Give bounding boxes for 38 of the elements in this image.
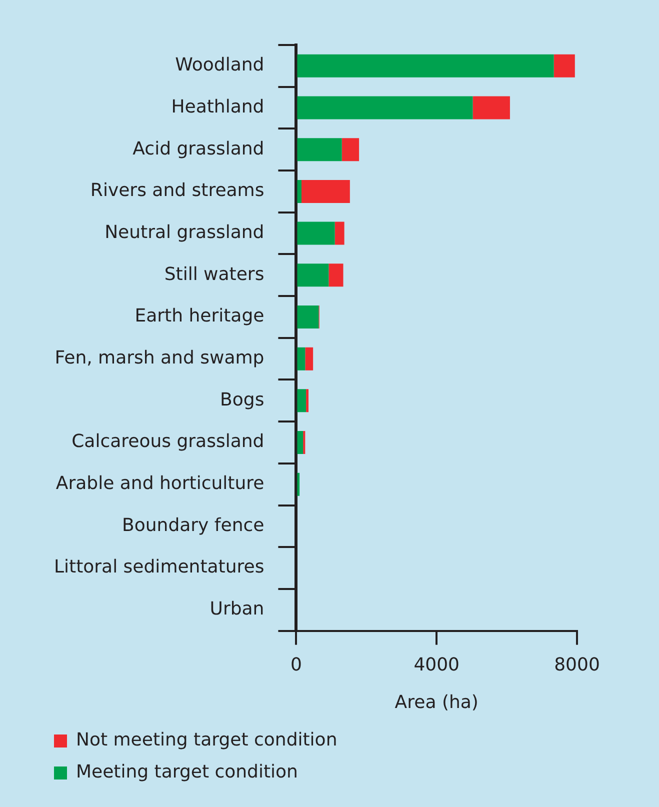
y-tick-label: Fen, marsh and swamp — [54, 347, 264, 368]
bar — [297, 389, 306, 412]
bar — [297, 347, 306, 370]
y-tick-label: Heathland — [171, 96, 264, 118]
y-tick-label: Rivers and streams — [90, 180, 264, 202]
bar — [554, 54, 575, 78]
bar — [297, 305, 319, 328]
bar — [297, 96, 473, 120]
bar — [328, 264, 344, 287]
x-axis-title: Area (ha) — [394, 692, 478, 713]
y-tick-label: Acid grassland — [132, 138, 264, 160]
bar — [297, 222, 335, 245]
x-tick-label: 8000 — [554, 654, 600, 676]
y-tick-label: Woodland — [175, 54, 264, 76]
bar — [297, 180, 302, 203]
x-tick-label: 4000 — [414, 654, 460, 676]
bar — [342, 138, 360, 162]
y-tick-label: Earth heritage — [134, 306, 264, 327]
y-tick-label: Neutral grassland — [104, 222, 264, 243]
legend-label: Not meeting target condition — [76, 730, 338, 751]
y-tick-label: Still waters — [164, 264, 264, 285]
bar — [297, 431, 304, 454]
y-tick-label: Boundary fence — [122, 514, 264, 536]
y-tick-label: Calcareous grassland — [72, 431, 264, 452]
bar — [301, 180, 350, 203]
y-tick-label: Bogs — [220, 389, 264, 410]
bar — [297, 138, 342, 162]
y-tick-label: Urban — [210, 598, 264, 620]
bar — [297, 54, 554, 78]
y-tick-label: Arable and horticulture — [56, 473, 264, 494]
y-tick-label: Littoral sedimentatures — [54, 556, 264, 578]
bar — [305, 347, 314, 370]
bar — [297, 264, 329, 287]
x-tick-label: 0 — [290, 654, 302, 676]
bar — [334, 222, 344, 245]
bar — [472, 96, 510, 120]
bar — [297, 472, 300, 496]
legend-label: Meeting target condition — [76, 762, 298, 783]
